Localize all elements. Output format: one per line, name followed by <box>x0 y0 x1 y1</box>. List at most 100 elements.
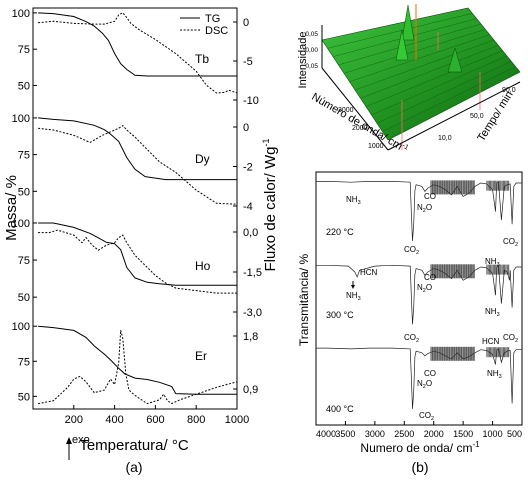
surface-ytick-3: 90,0 <box>502 87 516 94</box>
right-tick-label-ho-1: -1,5 <box>243 267 262 279</box>
surface-plot: 0,05 0,00 0,05 3000 2000 1000 10,0 50,0 … <box>297 4 521 153</box>
band-co-400: CO <box>424 369 436 378</box>
left-tick-label-ho-2: 50 <box>18 292 30 304</box>
panel-a-legend: TG DSC <box>180 13 228 37</box>
dsc-curve-dy <box>38 124 238 205</box>
right-tick-label-tb-0: 0 <box>243 17 249 29</box>
right-tick-label-ho-0: 0,0 <box>243 227 258 239</box>
left-tick-label-er-2: 50 <box>18 391 30 403</box>
surface-gridline-9 <box>371 55 508 116</box>
ir-fine-structure-220 <box>430 180 510 195</box>
panel-a-ylabel-right: Fluxo de calor/ Wg-1 <box>261 138 279 271</box>
right-tick-label-dy-0: 0 <box>243 122 249 134</box>
left-tick-label-dy-0: 100 <box>12 113 30 125</box>
a-xtick-label-400: 400 <box>105 414 123 426</box>
right-tick-label-ho-2: -3,0 <box>243 307 262 319</box>
surface-x-axis <box>321 67 389 151</box>
surface-mesh-lines <box>327 13 516 132</box>
band-co2-300: CO2 <box>404 333 419 344</box>
b-xtick-label-3500: 3500 <box>335 429 355 439</box>
panel-a-ylabel-left: Massa/ % <box>3 175 20 241</box>
panel-b-label: (b) <box>411 459 428 475</box>
ir-fine-structure-300 <box>430 264 510 279</box>
b-xtick-label-4000: 4000 <box>316 429 336 439</box>
surface-gridline-1 <box>327 13 473 49</box>
b-xtick-label-2500: 2500 <box>394 429 414 439</box>
surface-gridline-3 <box>338 23 482 66</box>
series-label-400: 400 °C <box>326 404 354 414</box>
tg-curve-tb <box>38 12 237 77</box>
panel-a: 100 75 50 0 -5 -10 100 75 50 0 -2 -4 100 75 50 0,0 -1,5 -… <box>3 7 279 475</box>
right-tick-label-tb-1: -5 <box>243 56 253 68</box>
panel-a-curves: 100 75 50 0 -5 -10 100 75 50 0 -2 -4 100 75 50 0,0 -1,5 -… <box>12 8 262 426</box>
band-nh3-220-left: NH3 <box>346 195 361 206</box>
surface-xlabel-sup: -1 <box>401 142 410 151</box>
left-tick-label-tb-2: 50 <box>18 80 30 92</box>
left-tick-label-dy-1: 75 <box>18 150 30 162</box>
left-tick-label-ho-1: 75 <box>18 255 30 267</box>
b-xtick-label-3000: 3000 <box>365 429 385 439</box>
series-label-220: 220 °C <box>326 227 354 237</box>
surface-xtick-1: 3000 <box>338 107 354 114</box>
band-co2-300-right: CO2 <box>503 333 518 344</box>
band-n2o-400: N2O <box>417 379 432 390</box>
band-co2-220: CO2 <box>404 245 419 256</box>
surface-ytick-2: 50,0 <box>470 113 484 120</box>
band-nh3-300-right: NH3 <box>485 307 500 318</box>
a-xtick-label-1000: 1000 <box>225 414 249 426</box>
subplot-name-ho: Ho <box>195 259 211 273</box>
subplot-name-tb: Tb <box>195 52 209 66</box>
band-nh3-300-left: NH3 <box>346 291 361 302</box>
b-xtick-label-2000: 2000 <box>424 429 444 439</box>
surface-ztick-3: 0,05 <box>305 63 318 70</box>
panel-a-ylabel-right-sup: -1 <box>261 138 271 146</box>
band-co-300: CO <box>424 273 436 282</box>
surface-y-axis <box>387 81 521 151</box>
panel-b-xlabel: Numero de onda/ cm-1 <box>360 440 480 455</box>
surface-gridline-7 <box>360 45 499 99</box>
surface-gridline-8 <box>365 50 503 107</box>
exo-arrow-head <box>66 437 72 444</box>
a-xtick-label-200: 200 <box>65 414 83 426</box>
right-tick-label-er-1: 0,9 <box>243 384 258 396</box>
surface-gridline-11 <box>382 66 516 132</box>
surface-gridline-6 <box>354 39 495 91</box>
band-nh3-400-right: NH3 <box>487 369 502 380</box>
band-hcn-300-left: HCN <box>360 268 378 277</box>
dsc-curve-ho <box>38 229 237 294</box>
tg-curve-er <box>38 325 237 395</box>
surface-xtick-2: 2000 <box>352 125 368 132</box>
tg-curve-dy <box>38 117 237 181</box>
surface-ztick-2: 0,00 <box>305 47 318 54</box>
surface-ztick-1: 0,05 <box>305 31 318 38</box>
dsc-curve-tb <box>38 12 238 94</box>
band-n2o-300: N2O <box>417 283 432 294</box>
band-hcn-300-right: HCN <box>482 337 500 346</box>
left-tick-label-dy-2: 50 <box>18 186 30 198</box>
band-n2o-220: N2O <box>417 203 432 214</box>
left-tick-label-tb-0: 100 <box>12 8 30 20</box>
panel-b-ylabel: Transmitância/ % <box>297 254 311 347</box>
subplot-name-er: Er <box>195 349 207 363</box>
series-label-300: 300 °C <box>326 310 354 320</box>
exo-label: exo <box>72 434 90 446</box>
right-tick-label-dy-1: -2 <box>243 162 253 174</box>
b-xtick-label-1000: 1000 <box>483 429 503 439</box>
b-xtick-label-500: 500 <box>507 429 522 439</box>
surface-gridline-10 <box>376 61 512 124</box>
surface-gridline-5 <box>349 34 490 82</box>
left-tick-label-tb-1: 75 <box>18 44 30 56</box>
tg-curve-ho <box>38 222 237 286</box>
dsc-curve-er <box>38 330 238 405</box>
panel-b-xticks: 4000 3500 3000 2500 2000 1500 1000 500 <box>315 421 523 439</box>
panel-a-label: (a) <box>125 459 142 475</box>
left-tick-label-ho-0: 100 <box>12 218 30 230</box>
right-tick-label-dy-2: -4 <box>243 201 253 213</box>
panel-b-spectra <box>316 180 522 410</box>
surface-zlabel: Intensidade <box>297 32 309 89</box>
panel-b-xlabel-sup: -1 <box>472 440 480 449</box>
right-tick-label-tb-2: -10 <box>243 95 259 107</box>
panel-a-frame <box>32 7 238 410</box>
right-tick-label-er-0: 1,8 <box>243 331 258 343</box>
